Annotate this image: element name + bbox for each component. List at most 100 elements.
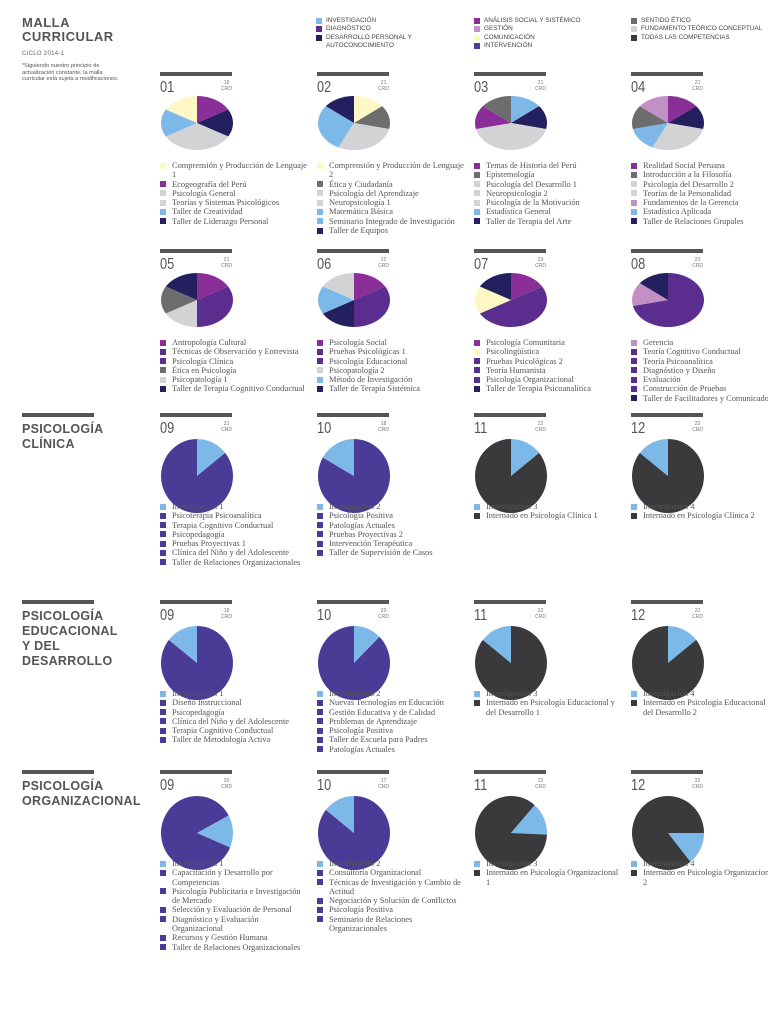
course-name: Investigación 2 — [329, 859, 381, 868]
course-name: Fundamentos de la Gerencia — [643, 198, 739, 208]
course-item: Psicopatología 2 — [317, 366, 467, 375]
pie-slice-desarrollo — [325, 96, 354, 123]
course-name: Pruebas Psicológicas 1 — [329, 347, 406, 357]
course-item: Internado en Psicología Clínica 1 — [474, 511, 624, 520]
semester-number: 09 — [160, 607, 175, 624]
competency-pie-chart — [160, 273, 234, 327]
semester-07: 07 23 CRD Psicología Comunitaria Psicolingüí… — [474, 249, 624, 499]
course-name: Teoría Psicoanalítica — [643, 356, 713, 366]
course-item: Psicoterapia Psicoanalítica — [160, 511, 310, 520]
pie-slice-investigacion — [197, 815, 233, 848]
semester-number: 11 — [474, 420, 488, 437]
course-name: Investigación 1 — [172, 689, 224, 698]
course-category-swatch — [474, 208, 480, 215]
credits-label: CRD — [535, 784, 546, 790]
course-name: Terapia Cognitivo Conductual — [172, 520, 274, 530]
course-category-swatch — [317, 746, 323, 753]
pie-slice-todas — [632, 796, 691, 870]
semester-number: 09 — [160, 777, 175, 794]
course-category-swatch — [631, 860, 637, 867]
semester-divider-bar — [474, 770, 546, 774]
credits-value: 18 — [380, 421, 387, 427]
course-name: Taller de Terapia Sistémica — [329, 384, 420, 394]
semester-number: 10 — [317, 777, 332, 794]
course-item: Negociación y Solución de Conflictos — [317, 896, 467, 905]
semester-12: 12 22 CRD Investigación 4 Internado en Psico… — [631, 770, 768, 1020]
pie-slice-intervencion — [160, 796, 231, 870]
course-category-swatch — [474, 218, 480, 225]
course-category-swatch — [160, 199, 166, 206]
course-category-swatch — [317, 503, 323, 510]
semester-header: 10 20 CRD — [317, 607, 389, 625]
course-list: Investigación 2 Psicología Positiva Patolo… — [317, 502, 467, 558]
semester-number: 12 — [631, 777, 646, 794]
course-name: Patologías Actuales — [329, 520, 395, 530]
legend-label: Análisis social y sistémico — [484, 17, 581, 24]
competency-pie-chart — [474, 273, 547, 327]
course-item: Teoría Humanista — [474, 366, 624, 375]
legend-column: Análisis social y sistémico Gestión Comuni… — [474, 17, 609, 50]
course-name: Negociación y Solución de Conflictos — [329, 896, 457, 906]
course-name: Pruebas Proyectivas 1 — [172, 539, 246, 549]
course-name: Ética y Ciudadanía — [329, 179, 393, 189]
pie-slice-comunicacion — [165, 96, 197, 123]
course-list: Investigación 2 Nuevas Tecnologías en Edu… — [317, 689, 467, 754]
course-category-swatch — [160, 690, 166, 697]
course-category-swatch — [474, 699, 480, 706]
competency-pie-chart — [160, 796, 233, 870]
semester-header: 01 18 CRD — [160, 79, 232, 97]
course-item: Construcción de Pruebas — [631, 384, 768, 393]
course-category-swatch — [631, 376, 637, 383]
pie-slice-comunicacion — [354, 96, 383, 123]
pie-slice-diagnostico — [632, 273, 704, 327]
semester-number: 02 — [317, 79, 332, 96]
course-name: Investigación 2 — [329, 689, 381, 698]
course-name: Psicología del Desarrollo 2 — [643, 179, 734, 189]
pie-slice-todas — [668, 796, 704, 833]
course-item: Taller de Terapia Sistémica — [317, 384, 467, 393]
course-category-swatch — [160, 218, 166, 225]
course-category-swatch — [631, 162, 637, 169]
pie-slice-todas — [474, 796, 547, 870]
course-item: Psicología Clínica — [160, 357, 310, 366]
course-name: Teorías y Sistemas Psicológicos — [172, 198, 280, 208]
pie-slice-intervencion — [197, 796, 229, 833]
credits-label: CRD — [221, 784, 232, 790]
course-item: Taller de Terapia Cognitivo Conductual — [160, 384, 310, 393]
semester-09: 09 20 CRD Investigación 1 Capacitación y Des… — [160, 770, 310, 1020]
course-category-swatch — [317, 218, 323, 225]
semester-11: 11 22 CRD Investigación 3 Internado en Psico… — [474, 600, 624, 850]
semester-10: 10 18 CRD Investigación 2 Psicología Positiv… — [317, 413, 467, 663]
course-name: Teoría Humanista — [486, 365, 546, 375]
credits-label: CRD — [535, 86, 546, 92]
course-category-swatch — [631, 208, 637, 215]
course-item: Taller de Metodología Activa — [160, 735, 310, 744]
course-category-swatch — [317, 879, 323, 886]
course-name: Taller de Supervisión de Casos — [329, 548, 433, 558]
course-item: Internado en Psicología Organizacional 1 — [474, 868, 624, 887]
course-item: Clínica del Niño y del Adolescente — [160, 717, 310, 726]
course-item: Problemas de Aprendizaje — [317, 717, 467, 726]
course-category-swatch — [160, 699, 166, 706]
course-name: Realidad Social Peruana — [643, 161, 725, 170]
course-category-swatch — [317, 348, 323, 355]
course-item: Terapia Cognitivo Conductual — [160, 726, 310, 735]
legend-item-analisis: Análisis social y sistémico — [474, 17, 609, 25]
pie-slice-etico — [631, 106, 668, 130]
pie-slice-investigacion — [511, 805, 547, 835]
course-name: Psicopedagogía — [172, 529, 225, 539]
semester-header: 11 22 CRD — [474, 420, 546, 438]
course-item: Pruebas Proyectivas 1 — [160, 539, 310, 548]
course-category-swatch — [631, 512, 637, 519]
legend-swatch — [316, 34, 322, 41]
pie-slice-investigacion — [632, 123, 668, 148]
semester-credits: 21 CRD — [535, 80, 546, 92]
pie-slice-investigacion — [325, 796, 354, 833]
semester-divider-bar — [474, 600, 546, 604]
semester-number: 12 — [631, 420, 646, 437]
legend-swatch — [316, 26, 322, 33]
semester-divider-bar — [317, 770, 389, 774]
semester-header: 06 22 CRD — [317, 256, 389, 274]
course-category-swatch — [631, 348, 637, 355]
course-name: Gestión Educativa y de Calidad — [329, 707, 436, 717]
